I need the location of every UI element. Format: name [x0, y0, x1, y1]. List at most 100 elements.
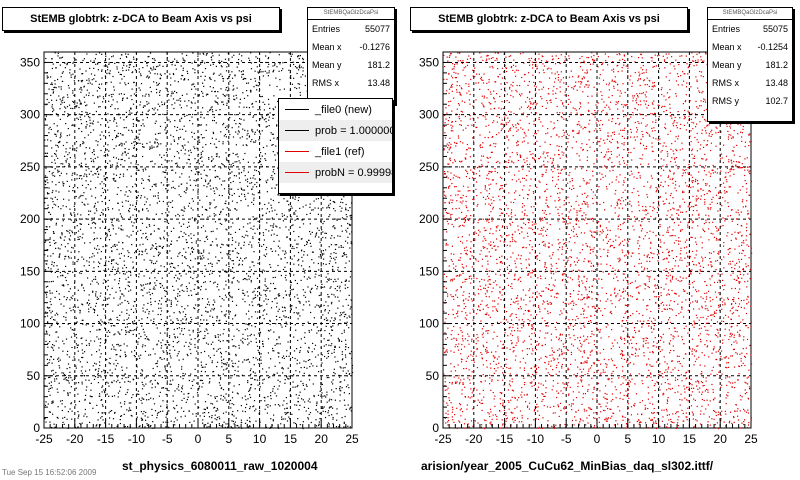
scatter-point: [210, 142, 212, 145]
scatter-point: [159, 77, 162, 79]
scatter-point: [48, 187, 50, 189]
scatter-point: [47, 363, 49, 365]
scatter-point: [86, 104, 88, 106]
scatter-point: [275, 287, 277, 290]
scatter-point: [100, 251, 102, 253]
scatter-point: [221, 311, 223, 313]
scatter-point: [142, 209, 144, 211]
scatter-point: [316, 402, 318, 405]
scatter-point: [233, 175, 235, 177]
scatter-point: [149, 86, 151, 88]
scatter-point: [300, 279, 302, 281]
scatter-point: [252, 186, 254, 188]
scatter-point: [269, 405, 271, 407]
scatter-point: [123, 75, 125, 78]
scatter-point: [85, 187, 87, 189]
scatter-point: [95, 80, 97, 82]
scatter-point: [135, 85, 137, 87]
scatter-point: [118, 253, 120, 255]
scatter-point: [166, 57, 168, 59]
scatter-point: [169, 355, 172, 357]
scatter-point: [161, 163, 163, 166]
scatter-point: [303, 336, 306, 338]
scatter-point: [202, 150, 204, 152]
scatter-point: [327, 195, 329, 197]
scatter-point: [117, 267, 119, 269]
scatter-point: [232, 318, 234, 320]
scatter-point: [285, 274, 287, 276]
scatter-point: [209, 76, 211, 79]
scatter-point: [327, 206, 329, 208]
scatter-point: [62, 417, 64, 419]
scatter-point: [199, 240, 201, 242]
scatter-point: [259, 160, 261, 163]
scatter-point: [174, 267, 176, 269]
scatter-point: [158, 253, 160, 255]
scatter-point: [70, 310, 72, 312]
scatter-point: [339, 387, 341, 389]
scatter-point: [141, 285, 143, 287]
scatter-point: [204, 208, 207, 211]
scatter-point: [226, 253, 228, 255]
scatter-point: [155, 183, 157, 185]
scatter-point: [347, 425, 349, 427]
scatter-point: [138, 68, 140, 70]
scatter-point: [253, 405, 255, 407]
scatter-point: [178, 236, 180, 238]
scatter-point: [213, 370, 215, 373]
scatter-point: [327, 412, 329, 414]
scatter-point: [75, 150, 78, 152]
scatter-point: [206, 406, 208, 408]
scatter-point: [117, 263, 119, 265]
scatter-point: [129, 281, 131, 283]
scatter-point: [174, 424, 176, 426]
scatter-point: [162, 410, 164, 412]
scatter-point: [108, 199, 110, 201]
scatter-point: [154, 73, 156, 75]
scatter-point: [169, 383, 171, 385]
scatter-point: [116, 68, 118, 70]
scatter-point: [162, 113, 164, 115]
scatter-point: [60, 275, 62, 277]
scatter-point: [160, 238, 162, 240]
scatter-point: [97, 121, 99, 123]
scatter-point: [119, 257, 121, 259]
scatter-point: [211, 59, 213, 61]
scatter-point: [238, 281, 240, 283]
scatter-point: [182, 358, 184, 360]
scatter-point: [204, 230, 207, 232]
scatter-point: [204, 281, 206, 283]
scatter-point: [266, 253, 268, 255]
scatter-point: [211, 106, 213, 108]
scatter-point: [80, 214, 82, 216]
scatter-point: [242, 260, 244, 262]
scatter-point: [322, 223, 324, 225]
scatter-point: [249, 89, 252, 91]
scatter-point: [340, 201, 342, 203]
scatter-point: [251, 188, 253, 190]
scatter-point: [291, 53, 293, 55]
scatter-point: [154, 68, 156, 70]
scatter-point: [104, 227, 106, 229]
scatter-point: [331, 329, 334, 331]
scatter-point: [127, 250, 129, 252]
scatter-point: [336, 285, 339, 287]
scatter-point: [256, 129, 258, 131]
scatter-point: [162, 171, 164, 173]
scatter-point: [349, 215, 351, 217]
scatter-point: [105, 265, 107, 267]
scatter-point: [142, 295, 144, 297]
scatter-point: [333, 237, 335, 239]
scatter-point: [97, 283, 99, 285]
scatter-point: [82, 73, 84, 75]
scatter-point: [290, 75, 292, 77]
scatter-point: [328, 377, 330, 379]
scatter-point: [233, 271, 235, 273]
scatter-point: [45, 181, 47, 183]
scatter-point: [263, 244, 265, 246]
scatter-point: [229, 154, 231, 156]
scatter-point: [314, 306, 316, 308]
scatter-point: [104, 372, 106, 374]
scatter-point: [79, 223, 81, 225]
scatter-point: [100, 258, 102, 260]
